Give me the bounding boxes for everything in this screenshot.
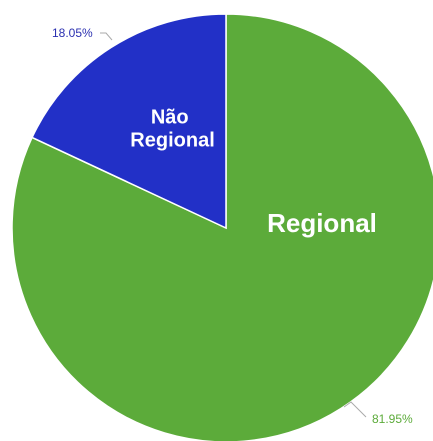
leader-line-regional (343, 401, 367, 418)
slice-label-nao-regional-line-1: Não (151, 107, 189, 129)
slice-label-regional: Regional (267, 208, 377, 238)
pie-slice-regional (11, 13, 433, 441)
percent-labels: 81.95% 18.05% (52, 26, 413, 426)
percent-label-regional: 81.95% (372, 412, 413, 426)
slice-label-nao-regional: Não Regional (130, 107, 214, 152)
leader-line-nao-regional (100, 32, 113, 41)
pie-slice-n-o-regional (31, 13, 227, 230)
slice-labels: Regional Não Regional (130, 107, 377, 238)
pie-slices (11, 13, 433, 441)
slice-label-regional-line-1: Regional (267, 208, 377, 238)
slice-label-nao-regional-line-2: Regional (130, 130, 214, 152)
percent-label-nao-regional: 18.05% (52, 26, 93, 40)
leader-lines (100, 32, 367, 418)
